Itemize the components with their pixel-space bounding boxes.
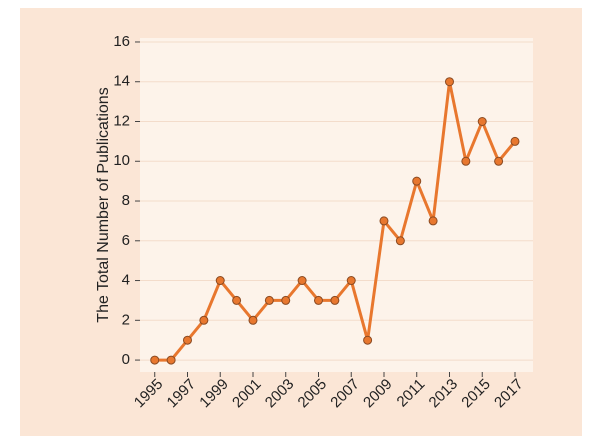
y-tick-label: 14 (113, 73, 130, 90)
point (395, 236, 405, 246)
point (150, 355, 160, 365)
point (363, 335, 373, 345)
point (248, 315, 258, 325)
point (510, 136, 520, 146)
y-tick-label: 8 (122, 192, 130, 209)
y-tick-label: 2 (122, 311, 130, 328)
point (330, 295, 340, 305)
point (494, 156, 504, 166)
point (199, 315, 209, 325)
point (461, 156, 471, 166)
point (346, 276, 356, 286)
point (232, 295, 242, 305)
y-tick-label: 16 (113, 33, 130, 50)
point (428, 216, 438, 226)
y-axis-label: The Total Number of Publications (95, 87, 112, 322)
point (166, 355, 176, 365)
point (444, 77, 454, 87)
y-tick-label: 4 (122, 272, 130, 289)
point (379, 216, 389, 226)
point (313, 295, 323, 305)
point (297, 276, 307, 286)
point (412, 176, 422, 186)
point (182, 335, 192, 345)
y-tick-label: 10 (113, 152, 130, 169)
point (215, 276, 225, 286)
y-tick-label: 12 (113, 112, 130, 129)
plot-area (140, 38, 533, 372)
point (477, 117, 487, 126)
point (264, 295, 274, 305)
y-tick-label: 6 (122, 232, 130, 249)
point (281, 295, 291, 305)
y-tick-label: 0 (122, 351, 130, 368)
